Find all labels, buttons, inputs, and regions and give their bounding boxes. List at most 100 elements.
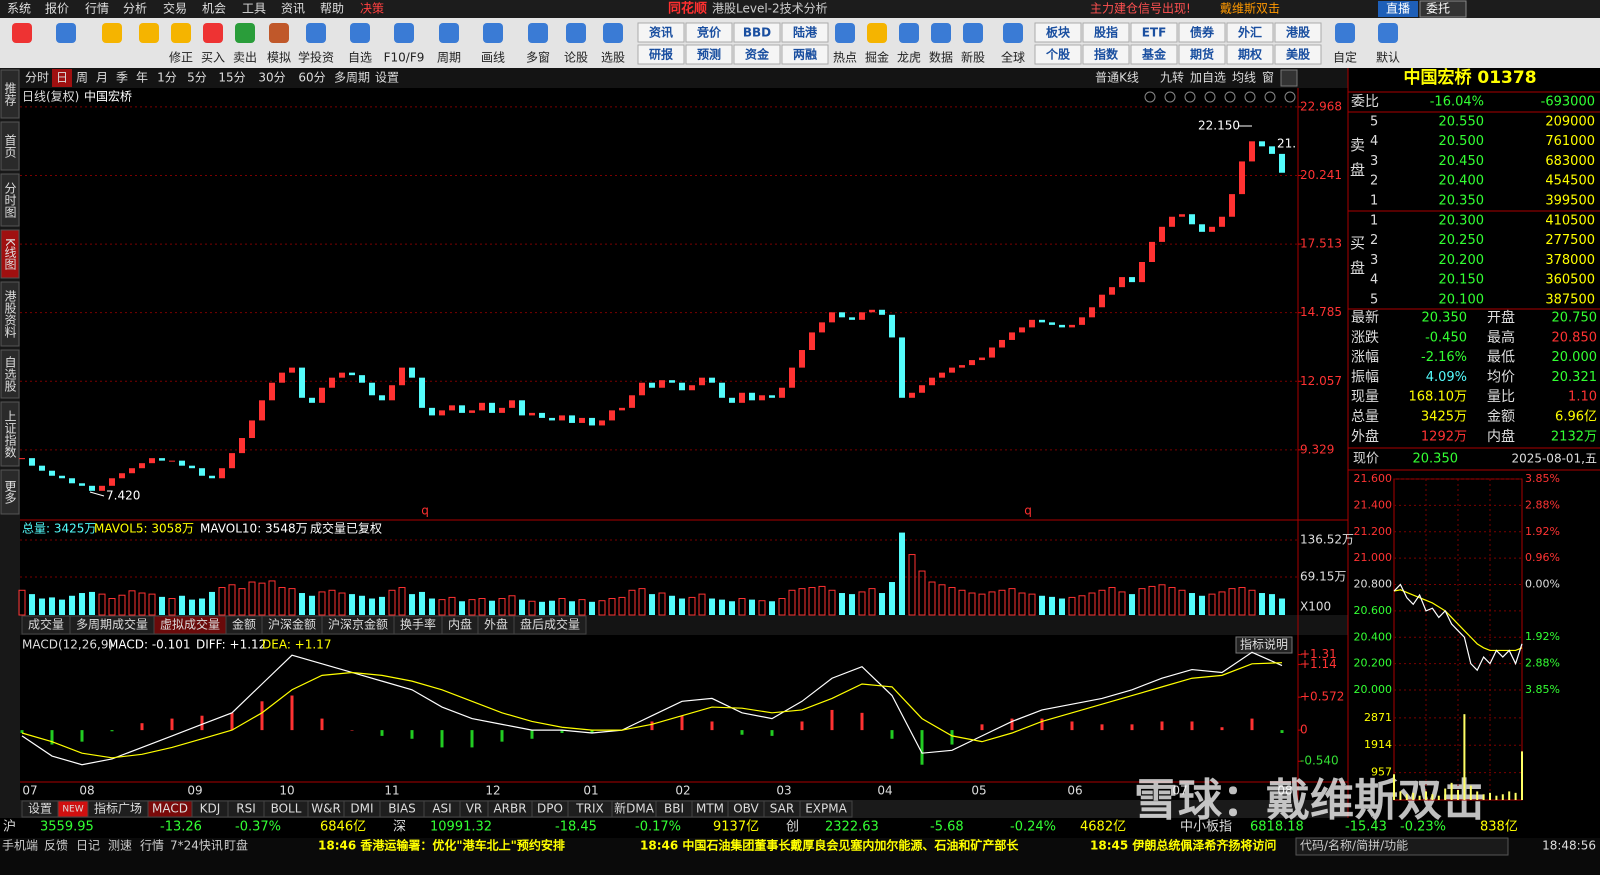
grid-button-bg[interactable] [1130,22,1178,43]
side-tab-bg[interactable] [0,229,20,279]
status-tab[interactable]: 盯盘 [224,838,248,853]
grid-button-bg[interactable] [685,44,733,65]
promo[interactable]: 主力建仓信号出现! [1090,2,1191,16]
tool-button[interactable]: 龙虎 [897,51,921,65]
search-box[interactable] [1295,837,1509,856]
period-tab[interactable]: 设置 [375,71,399,85]
grid-button-bg[interactable] [1226,44,1274,65]
period-tab[interactable]: 年 [136,71,148,85]
period-tab[interactable]: 日 [56,71,68,85]
status-tab[interactable]: 测速 [108,839,132,853]
side-tab-bg[interactable] [0,173,20,227]
grid-button-bg[interactable] [733,22,781,43]
chart-option[interactable]: 窗 [1262,71,1274,85]
chart-tool[interactable] [1164,91,1176,103]
period-tab[interactable]: 季 [116,71,128,85]
news-item[interactable]: 18:45 伊朗总统佩泽希齐扬将访问 [1090,838,1276,853]
grid-button-bg[interactable] [1034,22,1082,43]
status-tab[interactable]: 手机端 [2,839,38,853]
chart-tool[interactable] [1244,91,1256,103]
live-button[interactable] [1378,1,1418,17]
side-tab-bg[interactable] [0,281,20,347]
menu-item[interactable]: 行情 [85,2,109,16]
period-tab[interactable]: 分时 [25,71,49,85]
tool-button[interactable]: 热点 [833,51,857,65]
chart-tool[interactable] [1184,91,1196,103]
order-button[interactable] [1419,0,1467,18]
tool-button[interactable]: 论股 [564,51,588,65]
grid-button-bg[interactable] [1178,44,1226,65]
period-tab[interactable]: 5分 [187,71,207,85]
tool-button[interactable]: 新股 [961,50,985,65]
tool-button[interactable]: 画线 [481,51,505,65]
tool-button[interactable]: 数据 [929,50,953,65]
menu-item[interactable]: 机会 [202,2,226,16]
grid-button-bg[interactable] [1130,44,1178,65]
grid-button-bg[interactable] [685,22,733,43]
chart-option[interactable]: 普通K线 [1095,71,1139,85]
grid-button-bg[interactable] [1274,44,1322,65]
grid-button-bg[interactable] [1034,44,1082,65]
period-tab[interactable]: 30分 [258,71,285,85]
period-tab[interactable]: 月 [96,71,108,85]
grid-button-bg[interactable] [1274,22,1322,43]
period-tab[interactable]: 多周期 [334,71,370,85]
period-tab[interactable]: 60分 [298,71,325,85]
tool-button[interactable]: F10/F9 [384,51,425,65]
menu-item[interactable]: 分析 [123,2,147,16]
chart-tool[interactable] [1284,91,1296,103]
side-tab-bg[interactable] [0,469,20,515]
grid-button-bg[interactable] [637,44,685,65]
grid-button-bg[interactable] [1226,22,1274,43]
tool-button[interactable]: 模拟 [267,51,291,65]
side-tab-bg[interactable] [0,69,20,119]
tool-button[interactable]: 买入 [201,51,225,65]
chart-tool[interactable] [1144,91,1156,103]
chart-option[interactable]: 九转 [1160,70,1184,85]
menu-item[interactable]: 帮助 [320,2,344,16]
tool-button[interactable]: 多窗 [526,51,550,65]
side-tab-bg[interactable] [0,401,20,467]
tool-button[interactable]: 学投资 [298,50,334,65]
status-tab[interactable]: 反馈 [44,839,68,853]
chart-tool[interactable] [1204,91,1216,103]
bottom-tab-bg[interactable] [799,800,853,818]
news-item[interactable]: 18:46 香港运输署：优化"港车北上"预约安排 [318,838,565,853]
tool-button[interactable]: 卖出 [233,51,257,65]
grid-button-bg[interactable] [637,22,685,43]
tool-button[interactable]: 掘金 [865,50,889,65]
indicator-tab-bg[interactable] [513,615,587,635]
grid-button-bg[interactable] [781,44,829,65]
menu-item[interactable]: 报价 [45,1,69,16]
menu-item[interactable]: 系统 [7,2,31,16]
menu-item[interactable]: 资讯 [281,2,305,16]
toggle-button[interactable] [1280,69,1298,87]
tool-button[interactable]: 修正 [169,50,193,65]
tool-button[interactable]: 周期 [437,51,461,65]
menu-item[interactable]: 决策 [360,2,384,16]
grid-button-bg[interactable] [1082,22,1130,43]
help-button[interactable] [1235,636,1293,654]
grid-button-bg[interactable] [781,22,829,43]
status-tab[interactable]: 7*24快讯 [170,839,223,853]
chart-tool[interactable] [1264,91,1276,103]
news-item[interactable]: 18:46 中国石油集团董事长戴厚良会见塞内加尔能源、石油和矿产部长 [640,838,1019,853]
period-tab[interactable]: 15分 [218,71,245,85]
tool-button[interactable]: 全球 [1001,50,1025,65]
chart-tool[interactable] [1224,91,1236,103]
period-tab[interactable]: 周 [76,71,88,85]
tool-button[interactable]: 自选 [348,51,372,65]
side-tab-bg[interactable] [0,121,20,171]
promo[interactable]: 戴维斯双击 [1220,1,1280,16]
chart-option[interactable]: 加自选 [1190,71,1226,85]
tool-button[interactable]: 默认 [1376,50,1400,65]
menu-item[interactable]: 交易 [163,1,187,16]
tool-button[interactable]: 选股 [601,51,625,65]
tool-button[interactable]: 自定 [1333,50,1357,65]
status-tab[interactable]: 日记 [76,839,100,853]
period-tab[interactable]: 1分 [157,71,177,85]
side-tab-bg[interactable] [0,349,20,399]
menu-item[interactable]: 工具 [242,2,266,16]
status-tab[interactable]: 行情 [140,839,164,853]
grid-button-bg[interactable] [733,44,781,65]
